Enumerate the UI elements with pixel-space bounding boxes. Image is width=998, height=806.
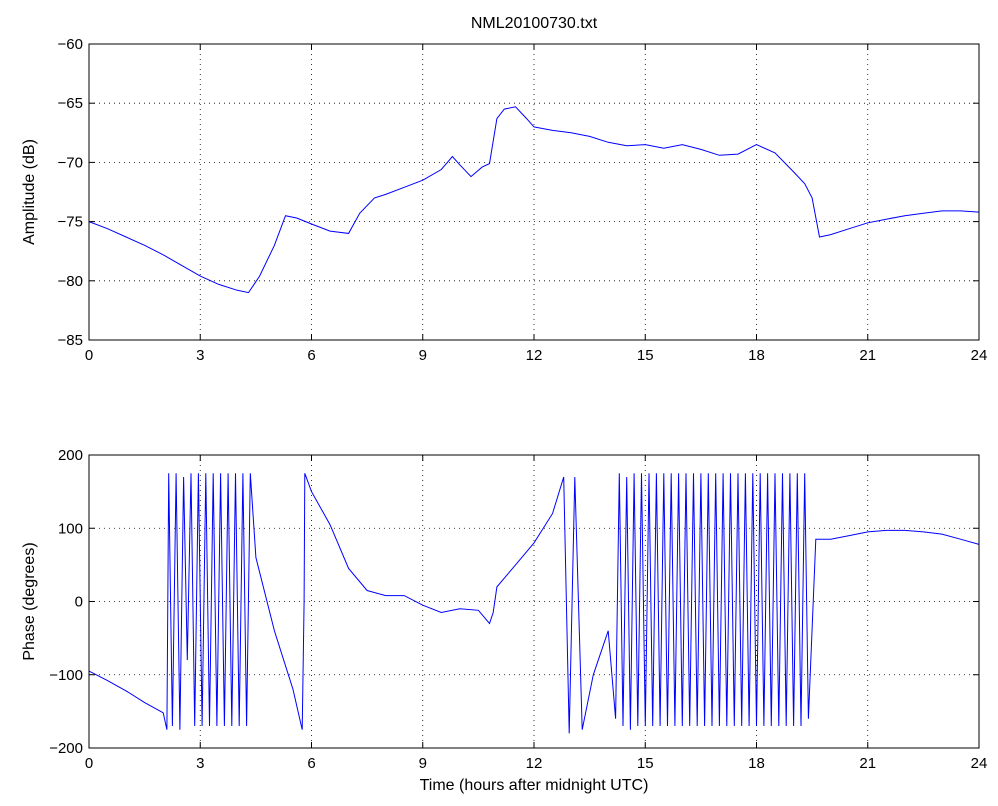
amplitude-x-tick-label: 21 <box>859 347 876 364</box>
amplitude-x-tick-label: 12 <box>526 347 543 364</box>
phase-y-tick-label: 100 <box>58 520 83 537</box>
chart-title: NML20100730.txt <box>471 15 598 32</box>
amplitude-y-tick-label: −85 <box>58 332 83 349</box>
amplitude-y-tick-label: −60 <box>58 36 83 53</box>
phase-y-tick-label: −200 <box>49 740 83 757</box>
phase-series-line <box>88 473 980 734</box>
amplitude-x-tick-label: 0 <box>85 347 93 364</box>
amplitude-x-tick-label: 9 <box>419 347 427 364</box>
phase-plot: 0 3 6 9 12 15 18 21 24 −200 −100 0 100 200 Phase (degr… <box>21 447 987 794</box>
phase-y-tick-label: −100 <box>49 667 83 684</box>
amplitude-series-line <box>88 106 980 294</box>
phase-y-tick-label: 200 <box>58 447 83 464</box>
amplitude-x-tick-label: 24 <box>971 347 988 364</box>
amplitude-y-tick-label: −75 <box>58 214 83 231</box>
amplitude-x-tick-label: 18 <box>748 347 765 364</box>
phase-x-tick-label: 21 <box>859 755 876 772</box>
amplitude-y-tick-label: −70 <box>58 154 83 171</box>
phase-x-axis-label: Time (hours after midnight UTC) <box>420 777 649 794</box>
phase-x-tick-label: 6 <box>307 755 315 772</box>
amplitude-y-axis-label: Amplitude (dB) <box>21 139 38 245</box>
amplitude-plot-area <box>89 44 979 340</box>
phase-x-tick-label: 15 <box>637 755 654 772</box>
phase-x-tick-label: 18 <box>748 755 765 772</box>
amplitude-x-tick-label: 6 <box>307 347 315 364</box>
phase-x-tick-label: 0 <box>85 755 93 772</box>
phase-y-tick-label: 0 <box>75 594 83 611</box>
amplitude-x-tick-label: 3 <box>196 347 204 364</box>
phase-y-axis-label: Phase (degrees) <box>21 542 38 660</box>
phase-x-tick-label: 12 <box>526 755 543 772</box>
amplitude-x-tick-label: 15 <box>637 347 654 364</box>
amplitude-y-tick-label: −65 <box>58 95 83 112</box>
phase-x-tick-label: 24 <box>971 755 988 772</box>
phase-x-tick-label: 9 <box>419 755 427 772</box>
amplitude-plot: 0 3 6 9 12 15 18 21 24 −85 −80 −75 −70 −65 −60 Amplitud… <box>21 36 987 364</box>
phase-x-tick-label: 3 <box>196 755 204 772</box>
amplitude-y-tick-label: −80 <box>58 273 83 290</box>
